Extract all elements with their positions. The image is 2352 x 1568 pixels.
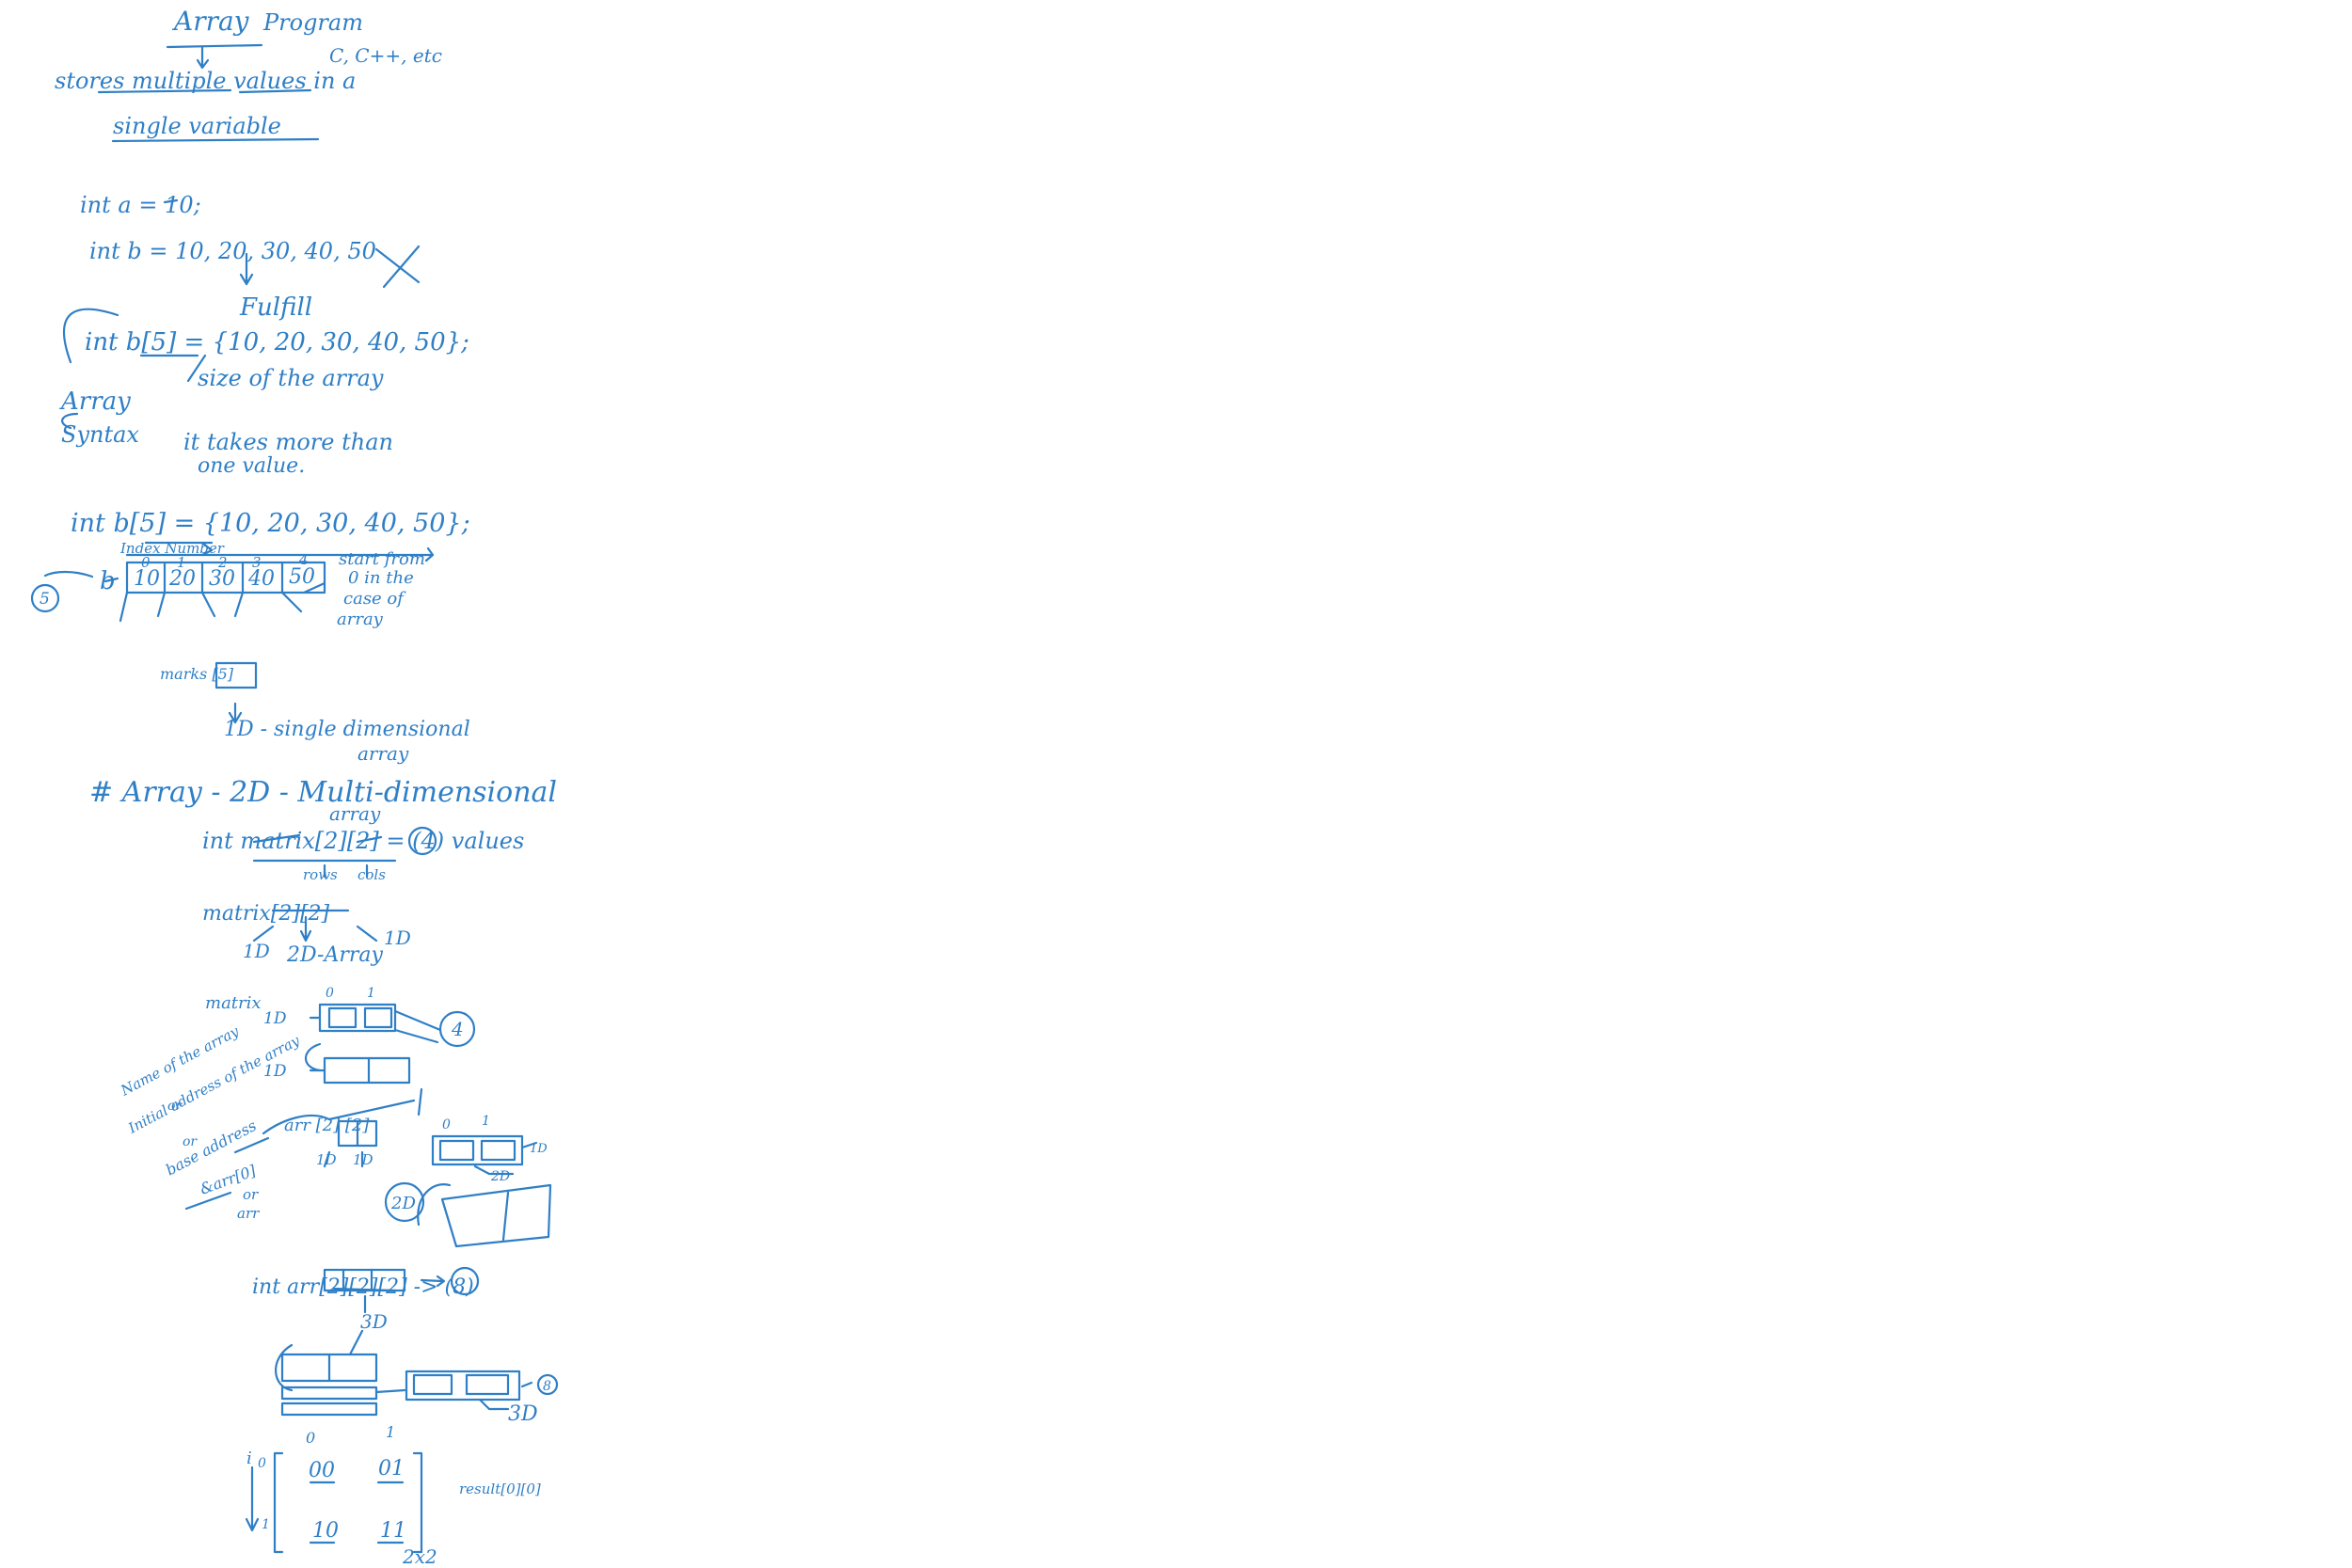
row-1d-label: 1D <box>263 1009 287 1028</box>
matrix-cell: 10 <box>312 1519 339 1543</box>
size-note: size of the array <box>198 365 384 391</box>
marks-declaration: marks [5] <box>160 665 234 683</box>
syntax-label-syntax: Syntax <box>61 421 139 448</box>
index-label: 2 <box>217 554 228 571</box>
array-cell: 30 <box>209 567 235 591</box>
box-2d-label: 2D <box>490 1169 510 1184</box>
languages-note: C, C++, etc <box>329 44 442 67</box>
arr-declaration: arr [2] [2] <box>284 1116 370 1135</box>
syntax-label-array: Array <box>59 388 131 416</box>
d2-label: 1D <box>353 1151 373 1168</box>
one-d-left: 1D <box>243 940 270 962</box>
three-d-label-2: 3D <box>508 1402 538 1426</box>
index-number-label: Index Number <box>119 540 225 557</box>
index-label: 4 <box>298 551 309 568</box>
definition-line-1: stores multiple values in a <box>55 68 356 94</box>
size-circle-value: 5 <box>40 590 50 609</box>
row-1d-label-2: 1D <box>263 1062 287 1081</box>
start-note-line: 0 in the <box>348 568 414 588</box>
start-note-line: start from <box>339 549 425 569</box>
start-note-line: array <box>337 610 384 629</box>
or-2: or <box>183 1134 198 1149</box>
one-d-right: 1D <box>384 927 411 949</box>
index-label: 0 <box>141 554 151 571</box>
array-cell: 10 <box>134 567 160 591</box>
matrix-cells: 00 01 10 11 <box>309 1457 406 1543</box>
array-cells: 10 20 30 40 50 <box>134 565 315 591</box>
or-3: or <box>243 1186 259 1203</box>
one-d-note-2: array <box>358 742 409 765</box>
three-d-label: 3D <box>360 1310 388 1333</box>
cols-label: cols <box>358 866 386 883</box>
start-note-line: case of <box>343 589 406 609</box>
upper-index-0: 0 <box>442 1117 451 1132</box>
arr-word: arr <box>237 1205 260 1222</box>
handwritten-text: Array Program C, C++, etc stores multipl… <box>40 6 557 1568</box>
start-from-note: start from 0 in the case of array <box>337 549 425 629</box>
circle-2d-label: 2D <box>390 1194 416 1213</box>
size-2x2: 2x2 <box>402 1545 437 1568</box>
rows-label: rows <box>303 866 338 883</box>
two-d-heading: # Array - 2D - Multi-dimensional <box>89 776 557 809</box>
matrix-row-1: 1 <box>262 1517 270 1532</box>
upper-index-1: 1 <box>482 1114 490 1129</box>
matrix-i-label: i <box>246 1449 252 1468</box>
fulfill-note: Fulfill <box>239 293 312 322</box>
one-d-note: 1D - single dimensional <box>224 718 470 741</box>
circle-8-value: 8 <box>543 1379 551 1394</box>
array-cell: 20 <box>168 567 196 591</box>
index-labels: 0 1 2 3 4 <box>141 551 309 571</box>
or-1: or <box>167 1099 183 1114</box>
matrix-word: matrix <box>205 993 262 1013</box>
takes-more-note: it takes more than <box>183 429 393 455</box>
array-cell: 50 <box>289 565 315 589</box>
two-d-heading-2: array <box>329 802 381 825</box>
matrix-declaration: int matrix[2][2] = (4) values <box>202 828 524 854</box>
matrix-label: matrix[2][2] <box>202 902 330 926</box>
ink-strokes <box>30 43 559 1554</box>
array-cell: 40 <box>247 567 275 591</box>
code-array-declaration-2: int b[5] = {10, 20, 30, 40, 50}; <box>71 509 470 538</box>
matrix-cell: 00 <box>309 1459 335 1482</box>
one-value-note: one value. <box>198 454 305 478</box>
index-label: 1 <box>177 554 186 571</box>
matrix-row-0: 0 <box>258 1456 266 1471</box>
definition-line-2: single variable <box>113 113 281 139</box>
two-d-array-label: 2D-Array <box>286 943 384 967</box>
matrix-col-0: 0 <box>306 1429 315 1447</box>
code-array-declaration: int b[5] = {10, 20, 30, 40, 50}; <box>85 328 469 356</box>
d1-label: 1D <box>316 1151 337 1168</box>
matrix-index-1: 1 <box>367 986 375 1001</box>
index-label: 3 <box>252 554 262 571</box>
matrix-index-0: 0 <box>326 986 334 1001</box>
array-var-b: b <box>100 567 116 595</box>
matrix-cell: 11 <box>380 1519 406 1543</box>
code-int-a: int a = 10; <box>80 192 201 218</box>
upper-1d-label: 1D <box>530 1142 548 1156</box>
circle-4-value: 4 <box>451 1018 464 1040</box>
title-program: Program <box>262 9 363 36</box>
matrix-cell: 01 <box>378 1457 405 1481</box>
result-note: result[0][0] <box>459 1481 541 1497</box>
decl-3d: int arr[2][2][2] -> (8) <box>252 1275 474 1299</box>
code-int-b-invalid: int b = 10, 20, 30, 40, 50 <box>89 238 376 264</box>
matrix-col-1: 1 <box>386 1423 395 1441</box>
title-array: Array <box>171 6 250 37</box>
